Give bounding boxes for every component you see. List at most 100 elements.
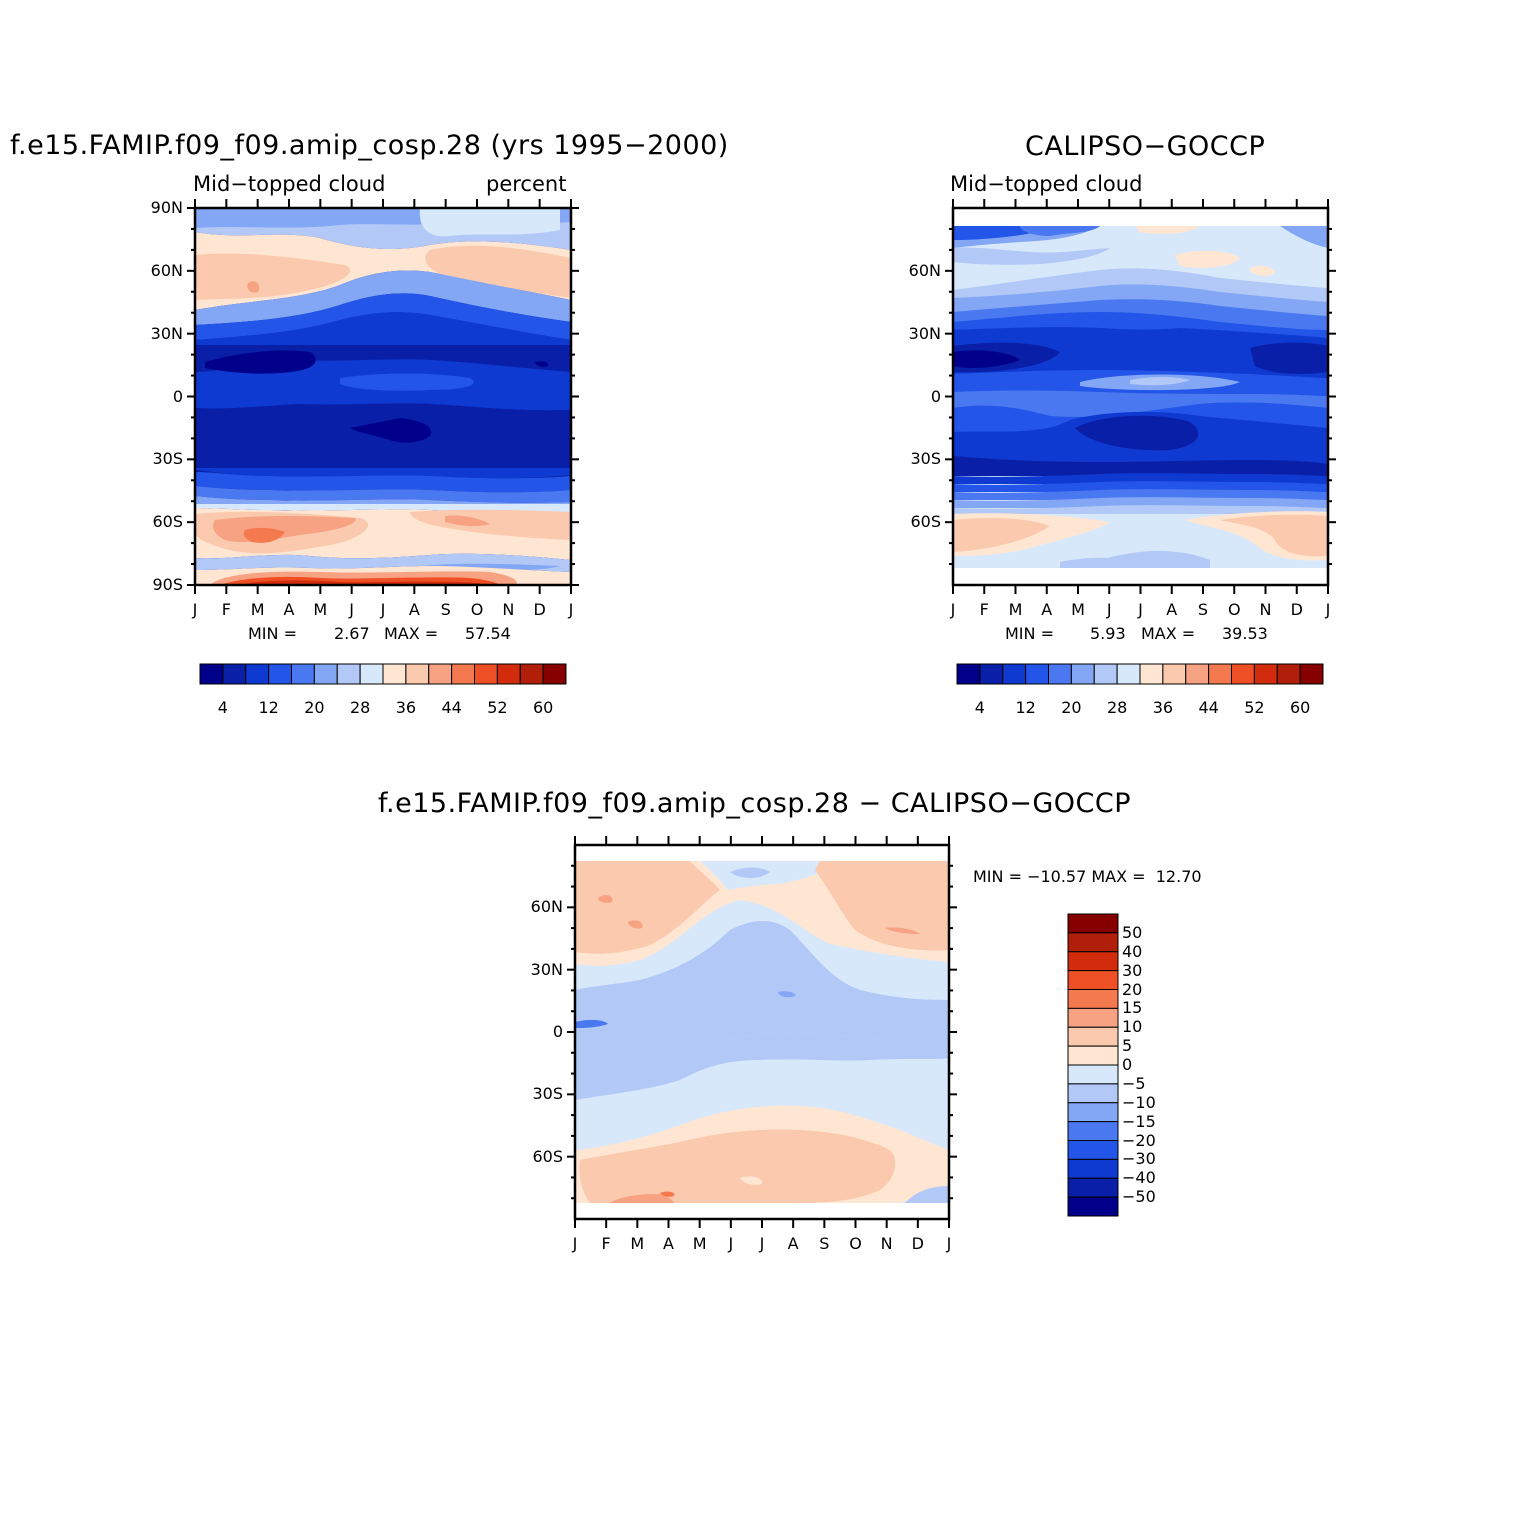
y-tick-label: 60N (908, 260, 941, 280)
colorbar-label: 15 (1122, 998, 1143, 1018)
x-tick-label: F (601, 1234, 611, 1253)
diff-band-nh-positive-right (815, 861, 949, 951)
x-tick-label: J (380, 600, 386, 619)
x-tick-label: O (1227, 600, 1241, 619)
obs-variable-label: Mid−topped cloud (950, 172, 1143, 196)
x-tick-label: A (408, 600, 420, 619)
x-tick-label: J (1106, 600, 1112, 619)
y-tick-label: 30S (532, 1084, 563, 1104)
colorbar-swatch (1067, 1026, 1119, 1047)
x-tick-label: M (692, 1234, 707, 1253)
y-tick-label: 60N (530, 897, 563, 917)
y-tick-label: 60S (152, 512, 183, 532)
colorbar-label: 40 (1122, 941, 1143, 961)
obs-axis-ticks (945, 199, 1336, 594)
colorbar-label: 20 (1122, 979, 1143, 999)
x-tick-label: M (250, 600, 265, 619)
colorbar-swatch (1067, 970, 1119, 990)
x-tick-label: M (1071, 600, 1085, 619)
model-max-label: MAX = (384, 624, 439, 643)
diff-panel-title: f.e15.FAMIP.f09_f09.amip_cosp.28 − CALIP… (378, 788, 1131, 819)
obs-max-label: MAX = (1141, 624, 1196, 643)
colorbar-swatch (1299, 663, 1324, 685)
x-tick-label: M (630, 1234, 645, 1253)
y-tick-label: 60N (150, 260, 183, 280)
y-tick-label: 90S (152, 575, 183, 594)
y-tick-label: 0 (552, 1022, 563, 1041)
x-tick-label: A (1166, 600, 1178, 619)
model-units-label: percent (486, 172, 567, 196)
x-tick-label: O (849, 1234, 862, 1253)
model-band-nh-tropics-min (205, 350, 316, 374)
x-tick-label: M (313, 600, 328, 619)
x-tick-label: J (759, 1234, 765, 1253)
colorbar-swatch (1067, 1177, 1119, 1198)
colorbar-swatch (1067, 1064, 1119, 1085)
model-band-nh-midlat-high (195, 253, 350, 300)
x-tick-label: D (1290, 600, 1303, 619)
model-max-value: 57.54 (465, 624, 511, 643)
y-tick-label: 30N (530, 959, 563, 979)
x-tick-label: A (663, 1234, 674, 1253)
x-tick-label: F (979, 600, 989, 619)
y-tick-label: 60S (532, 1146, 563, 1166)
colorbar-label: 12 (1015, 698, 1036, 717)
x-tick-label: S (1197, 600, 1209, 619)
colorbar-label: 60 (532, 698, 554, 717)
diff-minmax: MIN = −10.57 MAX = 12.70 (973, 867, 1202, 886)
colorbar-swatch (1067, 1007, 1119, 1028)
y-tick-label: 0 (930, 386, 941, 406)
x-tick-label: A (283, 600, 295, 619)
obs-panel-title: CALIPSO−GOCCP (1025, 131, 1266, 162)
x-tick-label: O (470, 600, 484, 619)
colorbar-label: −20 (1122, 1130, 1156, 1150)
x-tick-label: S (819, 1234, 830, 1253)
colorbar-label: 0 (1122, 1055, 1133, 1074)
x-tick-label: M (1008, 600, 1023, 619)
colorbar-label: −5 (1122, 1073, 1146, 1093)
colorbar-swatch (1067, 1196, 1119, 1217)
colorbar-swatch (1067, 1140, 1119, 1160)
x-tick-label: F (221, 600, 231, 619)
colorbar-label: 4 (974, 698, 985, 717)
colorbar-label: −30 (1122, 1149, 1156, 1169)
colorbar-label: 36 (1152, 698, 1174, 717)
x-tick-label: N (1259, 600, 1272, 619)
colorbar-swatch (542, 663, 567, 685)
x-tick-label: J (1325, 600, 1331, 619)
x-tick-label: J (572, 1234, 578, 1253)
x-tick-label: J (1138, 600, 1143, 619)
colorbar-swatch (1067, 1158, 1119, 1179)
model-min-label: MIN = (248, 624, 297, 643)
colorbar-swatch (1067, 1045, 1119, 1066)
model-min-value: 2.67 (334, 624, 370, 643)
x-tick-label: J (192, 600, 198, 619)
colorbar-label: 52 (1244, 698, 1265, 717)
x-tick-label: D (533, 600, 546, 619)
y-tick-label: 30N (908, 323, 941, 343)
x-tick-label: A (787, 1234, 799, 1253)
model-variable-label: Mid−topped cloud (193, 172, 386, 196)
model-axis-ticks (187, 199, 579, 594)
diff-band-nh-positive-left (575, 861, 720, 954)
colorbar-label: 36 (395, 698, 417, 717)
colorbar-swatch (1067, 932, 1119, 953)
colorbar-swatch (1067, 913, 1119, 934)
colorbar-swatch (1067, 1083, 1119, 1104)
obs-band-sh-tropics-min (1075, 415, 1199, 451)
x-tick-label: J (946, 1234, 952, 1253)
x-tick-label: N (880, 1234, 893, 1253)
y-tick-label: 30N (150, 323, 183, 343)
x-tick-label: N (502, 600, 515, 619)
y-tick-label: 30S (152, 449, 183, 469)
colorbar-label: 44 (1198, 698, 1219, 717)
x-tick-label: A (1041, 600, 1053, 619)
obs-max-value: 39.53 (1222, 624, 1268, 643)
colorbar-label: 20 (304, 698, 325, 717)
x-tick-label: J (568, 600, 574, 619)
